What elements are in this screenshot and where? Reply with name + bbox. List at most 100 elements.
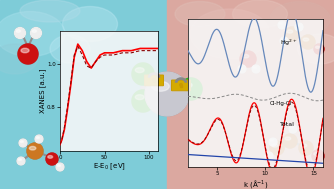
Circle shape [280,37,288,45]
Circle shape [283,134,297,148]
Circle shape [35,135,43,143]
Ellipse shape [279,23,283,25]
Circle shape [145,72,189,116]
Circle shape [180,78,202,100]
Circle shape [252,65,260,73]
Ellipse shape [20,141,23,143]
Circle shape [27,143,43,159]
Ellipse shape [285,137,291,140]
Circle shape [301,35,315,49]
Circle shape [132,63,154,85]
Ellipse shape [152,81,169,91]
FancyBboxPatch shape [171,80,190,91]
Circle shape [30,28,41,39]
Circle shape [285,27,299,41]
X-axis label: E-E$_0$ [eV]: E-E$_0$ [eV] [93,162,126,172]
Circle shape [240,51,256,67]
Circle shape [270,141,284,155]
Circle shape [252,65,260,73]
Ellipse shape [135,95,144,100]
Ellipse shape [287,30,293,33]
Bar [167,0,334,189]
Ellipse shape [20,0,80,22]
Circle shape [180,78,202,100]
Ellipse shape [239,67,242,68]
Circle shape [301,35,315,49]
Circle shape [299,141,313,155]
Ellipse shape [270,140,274,142]
Circle shape [132,63,154,85]
Circle shape [283,134,297,148]
Circle shape [46,153,58,165]
Ellipse shape [270,2,330,36]
Circle shape [17,157,25,165]
Ellipse shape [303,38,309,41]
Ellipse shape [296,25,299,26]
Bar [180,84,182,87]
Ellipse shape [242,54,249,58]
Circle shape [314,44,324,54]
Circle shape [265,152,273,160]
Circle shape [312,150,324,162]
Ellipse shape [21,48,29,53]
Ellipse shape [48,156,53,158]
Circle shape [14,28,25,39]
Circle shape [180,84,182,86]
Text: Cl-Hg-Cl: Cl-Hg-Cl [270,101,292,106]
Circle shape [27,143,43,159]
Ellipse shape [57,165,60,167]
Circle shape [56,163,64,171]
Ellipse shape [272,144,278,147]
Ellipse shape [36,137,39,139]
Text: Hg$^{2+}$: Hg$^{2+}$ [280,37,297,47]
Ellipse shape [301,144,307,147]
FancyBboxPatch shape [145,75,164,86]
Ellipse shape [281,39,285,40]
X-axis label: k (Å$^{-1}$): k (Å$^{-1}$) [243,177,268,189]
Ellipse shape [253,67,257,68]
Circle shape [56,163,64,171]
Circle shape [269,138,277,146]
Circle shape [270,141,284,155]
Circle shape [238,65,246,73]
Circle shape [153,78,155,81]
Ellipse shape [29,146,36,150]
Ellipse shape [298,34,334,64]
Circle shape [145,72,189,116]
Ellipse shape [290,127,294,129]
Ellipse shape [18,159,21,160]
Ellipse shape [175,2,225,26]
Circle shape [314,44,324,54]
Circle shape [289,125,297,133]
Circle shape [19,139,27,147]
Ellipse shape [232,0,288,28]
Ellipse shape [190,9,270,59]
Y-axis label: XANES [a.u.]: XANES [a.u.] [39,69,46,113]
Circle shape [265,152,273,160]
Circle shape [289,125,297,133]
Circle shape [18,44,38,64]
Circle shape [299,141,313,155]
Circle shape [17,157,25,165]
Circle shape [30,28,41,39]
Ellipse shape [183,83,192,88]
Circle shape [132,90,154,112]
Circle shape [19,139,27,147]
Circle shape [18,44,38,64]
Text: Total: Total [280,122,295,127]
Circle shape [278,21,286,29]
Circle shape [278,21,286,29]
Circle shape [14,28,25,39]
Circle shape [312,150,324,162]
Circle shape [269,138,277,146]
Ellipse shape [50,35,90,63]
Ellipse shape [16,30,21,32]
Ellipse shape [266,154,270,156]
Circle shape [132,90,154,112]
Circle shape [295,23,303,31]
Ellipse shape [62,6,118,42]
Ellipse shape [135,68,144,73]
Bar [0,0,167,189]
Circle shape [285,27,299,41]
Circle shape [46,153,58,165]
